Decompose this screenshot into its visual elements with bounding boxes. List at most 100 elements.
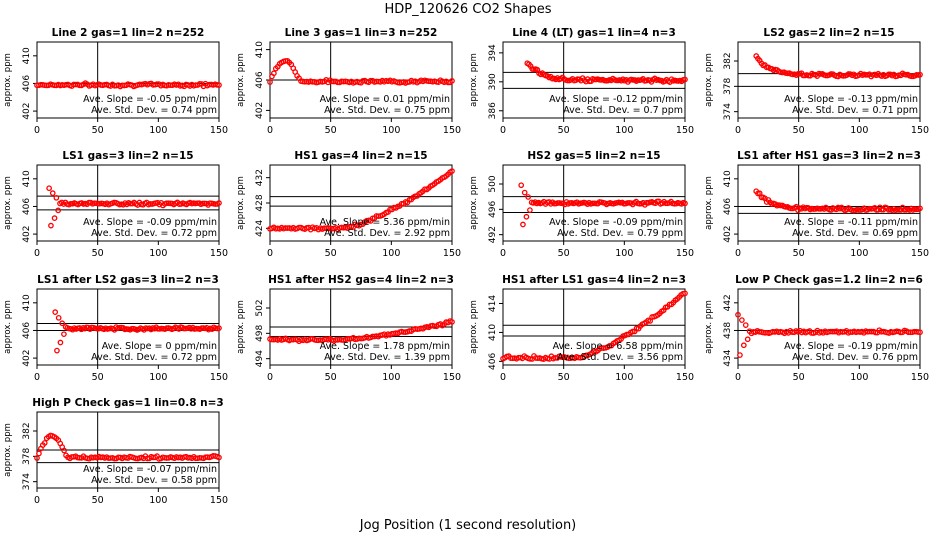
panel-7-xtick-label: 50 (558, 248, 570, 259)
panel-8-data-point (917, 205, 923, 212)
panel-12-xtick-label: 150 (911, 372, 929, 383)
panel-1-ylabel: approx. ppm (3, 53, 13, 107)
panel-4-data-point (917, 71, 923, 78)
panel-4-title: LS2 gas=2 lin=2 n=15 (763, 27, 894, 39)
panel-6-title: HS1 gas=4 lin=2 n=15 (294, 150, 427, 162)
panel-7-xtick-label: 100 (615, 248, 633, 259)
panel-6-slope-annotation: Ave. Slope = 5.36 ppm/min (320, 217, 450, 228)
panel-13-xtick-label: 50 (92, 495, 104, 506)
panel-7-data-point (518, 182, 525, 189)
panel-9-xtick-label: 50 (92, 372, 104, 383)
panel-8-xtick-label: 150 (911, 248, 929, 259)
panel-9-data-point (216, 325, 222, 331)
panel-2-xtick-label: 100 (382, 125, 400, 136)
panel-11-xtick-label: 100 (615, 372, 633, 383)
panel-12-xtick-label: 50 (793, 372, 805, 383)
panel-7-xtick-label: 150 (676, 248, 694, 259)
panel-13-data-point (36, 450, 42, 457)
panel-3-xtick-label: 100 (615, 125, 633, 136)
panel-13-data-point (41, 440, 48, 446)
panel-1-data-point (216, 82, 222, 88)
panel-6-xtick-label: 50 (325, 248, 337, 259)
panel-8-xtick-label: 0 (735, 248, 741, 259)
panel-3-ylabel: approx. ppm (469, 53, 479, 107)
panel-12-data-point (917, 329, 923, 336)
panel-5-data-point (48, 222, 54, 229)
panel-5-data-point (49, 190, 56, 197)
panel-2-title: Line 3 gas=1 lin=3 n=252 (285, 27, 438, 39)
panel-5-xtick-label: 150 (210, 248, 228, 259)
panel-10-ytick-label: 502 (255, 299, 265, 316)
panel-3-stddev-annotation: Ave. Std. Dev. = 0.7 ppm (563, 105, 683, 116)
panel-9-ylabel: approx. ppm (3, 300, 13, 354)
panel-9-ytick-label: 410 (22, 294, 32, 311)
panel-13-data-point (216, 454, 222, 461)
panel-12-slope-annotation: Ave. Slope = -0.19 ppm/min (784, 341, 918, 352)
panel-2-ylabel: approx. ppm (236, 53, 246, 107)
panel-7-data-point (682, 200, 688, 207)
panel-11-xtick-label: 50 (558, 372, 570, 383)
panel-4-xtick-label: 50 (793, 125, 805, 136)
panel-3-xtick-label: 0 (500, 125, 506, 136)
panel-10-ytick-label: 498 (255, 324, 265, 341)
panel-2-ytick-label: 410 (255, 41, 265, 58)
panel-10-stddev-annotation: Ave. Std. Dev. = 1.39 ppm (324, 352, 450, 363)
panel-1-title: Line 2 gas=1 lin=2 n=252 (52, 27, 205, 39)
panel-11-data-point (682, 290, 688, 297)
panel-3-xtick-label: 150 (676, 125, 694, 136)
panel-2-xtick-label: 0 (267, 125, 273, 136)
panel-2-slope-annotation: Ave. Slope = 0.01 ppm/min (320, 94, 450, 105)
panel-6-ytick-label: 428 (255, 194, 265, 211)
panel-7-ytick-label: 496 (488, 200, 498, 217)
panel-9-data-point (54, 347, 60, 354)
panel-1-slope-annotation: Ave. Slope = -0.05 ppm/min (83, 94, 217, 105)
panel-5-ytick-label: 406 (22, 198, 32, 215)
panel-9-ytick-label: 402 (22, 349, 32, 366)
panel-2-data-point (271, 70, 277, 77)
panel-13-slope-annotation: Ave. Slope = -0.07 ppm/min (83, 464, 217, 475)
panel-11-xtick-label: 150 (676, 372, 694, 383)
panel-8-ytick-label: 406 (723, 198, 733, 215)
panel-4-slope-annotation: Ave. Slope = -0.13 ppm/min (784, 94, 918, 105)
panel-7-ytick-label: 492 (488, 226, 498, 243)
panel-1-xtick-label: 50 (92, 125, 104, 136)
panel-9-data-point (61, 331, 67, 338)
panel-13-xtick-label: 150 (210, 495, 228, 506)
panel-12-frame (737, 288, 921, 366)
panel-9-ytick-label: 406 (22, 322, 32, 339)
panel-3-ytick-label: 390 (488, 73, 498, 90)
panel-1-stddev-annotation: Ave. Std. Dev. = 0.74 ppm (91, 105, 217, 116)
panel-10-slope-annotation: Ave. Slope = 1.78 ppm/min (320, 341, 450, 352)
panel-10-ytick-label: 494 (255, 350, 265, 367)
panel-7-slope-annotation: Ave. Slope = -0.09 ppm/min (549, 217, 683, 228)
panel-3-ytick-label: 386 (488, 102, 498, 119)
panel-10-xtick-label: 150 (443, 372, 461, 383)
figure-xlabel: Jog Position (1 second resolution) (359, 518, 577, 533)
panel-5-data-point (216, 200, 222, 206)
panel-1-frame (36, 41, 220, 119)
panel-10-ylabel: approx. ppm (236, 300, 246, 354)
panel-3-slope-annotation: Ave. Slope = -0.12 ppm/min (549, 94, 683, 105)
panel-5-title: LS1 gas=3 lin=2 n=15 (62, 150, 193, 162)
panel-12-ytick-label: 438 (723, 322, 733, 339)
panel-11-ylabel: approx. ppm (469, 300, 479, 354)
panel-2-xtick-label: 150 (443, 125, 461, 136)
panel-13-ytick-label: 382 (22, 422, 32, 439)
panel-1-ytick-label: 402 (22, 102, 32, 119)
panel-12-data-point (744, 336, 751, 343)
panel-13-stddev-annotation: Ave. Std. Dev. = 0.58 ppm (91, 475, 217, 486)
panel-8-xtick-label: 100 (850, 248, 868, 259)
figure-title: HDP_120626 CO2 Shapes (384, 2, 552, 17)
panel-9-title: LS1 after LS2 gas=3 lin=2 n=3 (37, 274, 219, 286)
panel-13-ytick-label: 378 (22, 447, 32, 464)
panel-12-ytick-label: 434 (723, 349, 733, 366)
panel-10-xtick-label: 0 (267, 372, 273, 383)
panel-7-ytick-label: 500 (488, 175, 498, 192)
panel-11-data-point (527, 356, 533, 362)
panel-7-data-point (521, 189, 528, 196)
panel-6-xtick-label: 0 (267, 248, 273, 259)
panel-1-ytick-label: 406 (22, 75, 32, 92)
panel-5-xtick-label: 50 (92, 248, 104, 259)
panel-12-xtick-label: 100 (850, 372, 868, 383)
panel-12-data-point (742, 322, 749, 328)
